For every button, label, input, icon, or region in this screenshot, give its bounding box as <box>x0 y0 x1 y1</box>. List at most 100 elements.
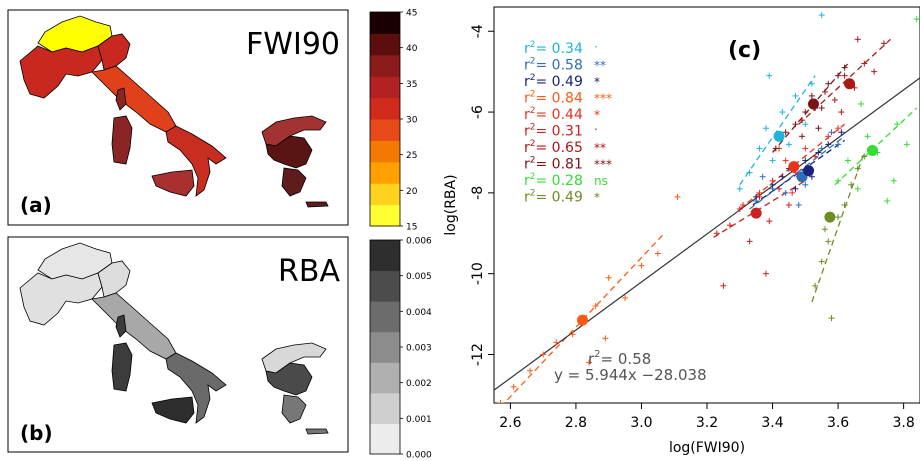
series-8-point <box>844 157 851 164</box>
series-3-point <box>674 193 681 200</box>
series-0-point <box>779 109 786 116</box>
region-greece-mid <box>265 135 313 169</box>
legend-r2-1: r2= 0.58 <box>524 57 583 74</box>
series-points <box>497 12 920 403</box>
series-2-point <box>802 157 809 164</box>
region-greece-mid <box>265 362 313 396</box>
series-1-point <box>818 145 825 152</box>
series-9-point <box>848 181 855 188</box>
series-3-point <box>605 274 612 281</box>
series-0-point <box>785 141 792 148</box>
colorbar-a-swatch <box>370 140 400 163</box>
series-9-fit-line <box>811 152 865 303</box>
colorbar-b-swatch <box>370 331 400 363</box>
series-9-point <box>821 226 828 233</box>
series-3-mean-marker <box>576 314 588 326</box>
colorbar-b-tick-label: 0.000 <box>406 451 432 461</box>
series-4-point <box>835 125 842 132</box>
map-b <box>19 242 329 435</box>
series-6-point <box>799 117 806 124</box>
series-0-point <box>808 80 815 87</box>
series-8-point <box>890 177 897 184</box>
colorbar-b-tick-label: 0.003 <box>406 344 432 354</box>
series-0-point <box>746 169 753 176</box>
colorbar-a-swatch <box>370 161 400 184</box>
series-7-point <box>818 105 825 112</box>
series-0-point <box>802 121 809 128</box>
series-9-mean-marker <box>824 211 836 223</box>
series-5-point <box>762 270 769 277</box>
colorbar-a-swatch <box>370 33 400 56</box>
series-3-point <box>622 294 629 301</box>
colorbar-b-swatch <box>370 270 400 302</box>
series-8-mean-marker <box>866 144 878 156</box>
legend-r2-8: r2= 0.28 <box>524 172 583 189</box>
series-1-point <box>835 141 842 148</box>
legend-sig-0: · <box>594 40 598 54</box>
series-7-point <box>815 125 822 132</box>
series-9-point <box>812 282 819 289</box>
series-6-point <box>854 36 861 43</box>
region-greece-south <box>281 394 307 424</box>
series-8-point <box>913 16 920 23</box>
series-3-point <box>497 400 504 403</box>
overall-fit-equation: y = 5.944x −28.038 <box>554 366 707 384</box>
series-5-mean-marker <box>750 207 762 219</box>
y-tick-label: -6 <box>470 105 486 119</box>
series-3-point <box>592 303 599 310</box>
y-tick-label: -10 <box>470 262 486 285</box>
colorbar-a-tick-label: 35 <box>406 80 417 90</box>
series-1-point <box>828 129 835 136</box>
series-8-point <box>835 177 842 184</box>
x-tick-label: 3.6 <box>827 415 849 431</box>
series-4-point <box>769 177 776 184</box>
series-4-point <box>802 145 809 152</box>
region-crete <box>305 201 329 208</box>
series-7-point <box>782 129 789 136</box>
map-b-title: RBA <box>278 254 340 289</box>
map-a <box>19 15 329 208</box>
series-9-point <box>818 258 825 265</box>
legend-sig-5: · <box>594 123 598 137</box>
colorbar-b-tick-label: 0.006 <box>406 237 432 247</box>
series-6-point <box>871 68 878 75</box>
series-7-point <box>772 145 779 152</box>
series-1-point <box>759 173 766 180</box>
series-8-point <box>854 185 861 192</box>
legend-r2-5: r2= 0.31 <box>524 123 583 140</box>
legend-r2-6: r2= 0.65 <box>524 139 583 156</box>
series-5-point <box>726 222 733 229</box>
colorbar-b-tick-label: 0.005 <box>406 272 432 282</box>
series-5-point <box>785 202 792 208</box>
series-9-point <box>835 214 842 221</box>
series-5-point <box>746 238 753 245</box>
legend-r2-7: r2= 0.81 <box>524 156 583 173</box>
series-7-point <box>841 64 848 71</box>
colorbar-a-swatch <box>370 183 400 206</box>
series-7-point <box>792 121 799 128</box>
series-2-mean-marker <box>803 165 815 177</box>
series-4-point <box>812 153 819 160</box>
x-tick-label: 2.8 <box>565 415 587 431</box>
series-3-point <box>638 262 645 269</box>
series-0-point <box>756 145 763 152</box>
legend-sig-7: *** <box>594 158 612 172</box>
colorbar-b-tick-label: 0.002 <box>406 379 432 389</box>
region-sicily <box>151 169 195 197</box>
series-6-point <box>831 96 838 103</box>
series-7-point <box>808 92 815 99</box>
series-8-fit-line <box>834 107 918 186</box>
colorbar-b-swatch <box>370 362 400 394</box>
overall-fit-annotation: r2= 0.58 y = 5.944x −28.038 <box>554 349 707 384</box>
series-8-point <box>903 141 910 148</box>
legend-sig-1: ** <box>594 59 606 73</box>
series-3-point <box>553 339 560 346</box>
series-9-point <box>825 238 832 245</box>
series-3-point <box>569 331 576 338</box>
region-south-italy <box>165 352 227 424</box>
series-5-point <box>776 185 783 192</box>
series-6-point <box>838 109 845 116</box>
colorbar-a-tick-label: 45 <box>406 9 417 19</box>
series-9-point <box>861 153 868 160</box>
